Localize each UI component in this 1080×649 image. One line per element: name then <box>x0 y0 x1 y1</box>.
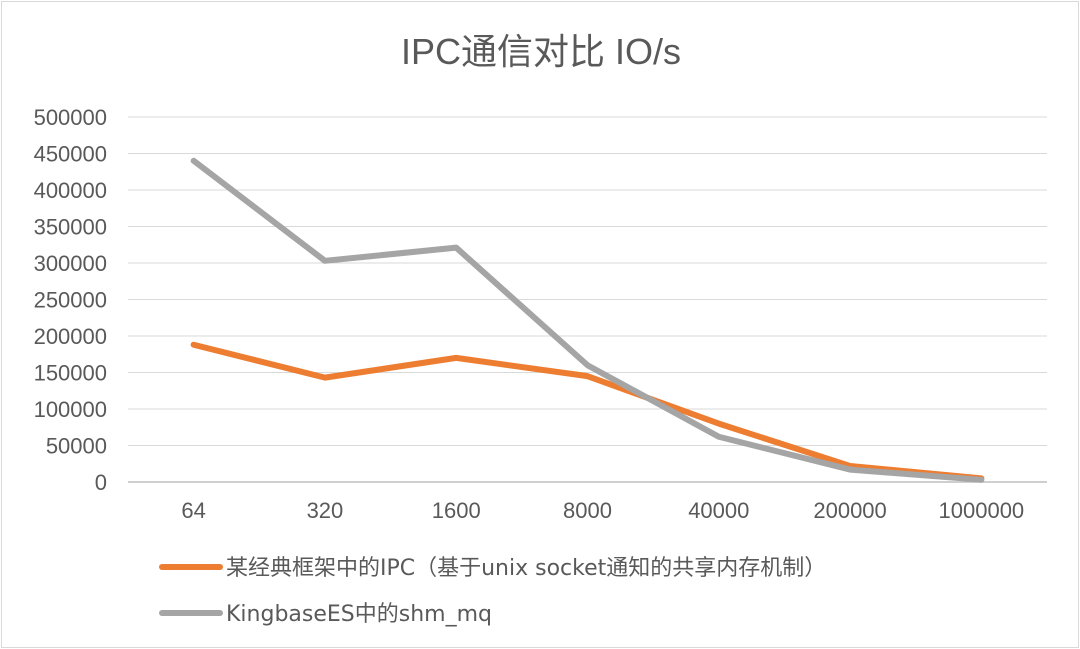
y-tick-label: 500000 <box>34 105 107 130</box>
series-lines <box>190 157 985 483</box>
y-tick-label: 50000 <box>46 434 107 459</box>
chart-title: IPC通信对比 IO/s <box>401 31 681 72</box>
legend-label: 某经典框架中的IPC（基于unix socket通知的共享内存机制） <box>226 556 826 581</box>
y-tick-label: 350000 <box>34 215 107 240</box>
gridlines <box>128 116 1047 483</box>
x-tick-label: 64 <box>181 498 205 523</box>
legend: 某经典框架中的IPC（基于unix socket通知的共享内存机制） Kingba… <box>159 556 826 627</box>
x-axis: 64 320 1600 8000 40000 200000 1000000 <box>181 498 1024 523</box>
legend-label: KingbaseES中的shm_mq <box>226 602 492 627</box>
series-line-2 <box>190 157 985 483</box>
y-tick-label: 450000 <box>34 142 107 167</box>
series-line-1 <box>190 341 985 482</box>
x-tick-label: 8000 <box>563 498 612 523</box>
y-tick-label: 100000 <box>34 397 107 422</box>
y-tick-label: 300000 <box>34 251 107 276</box>
y-tick-label: 250000 <box>34 288 107 313</box>
y-tick-label: 0 <box>95 470 107 495</box>
y-tick-label: 400000 <box>34 178 107 203</box>
x-tick-label: 320 <box>307 498 344 523</box>
x-tick-label: 1000000 <box>939 498 1025 523</box>
x-tick-label: 40000 <box>688 498 749 523</box>
x-tick-label: 1600 <box>432 498 481 523</box>
y-tick-label: 200000 <box>34 324 107 349</box>
x-tick-label: 200000 <box>813 498 886 523</box>
y-tick-label: 150000 <box>34 361 107 386</box>
y-axis: 0 50000 100000 150000 200000 250000 300000 3500… <box>34 105 107 495</box>
